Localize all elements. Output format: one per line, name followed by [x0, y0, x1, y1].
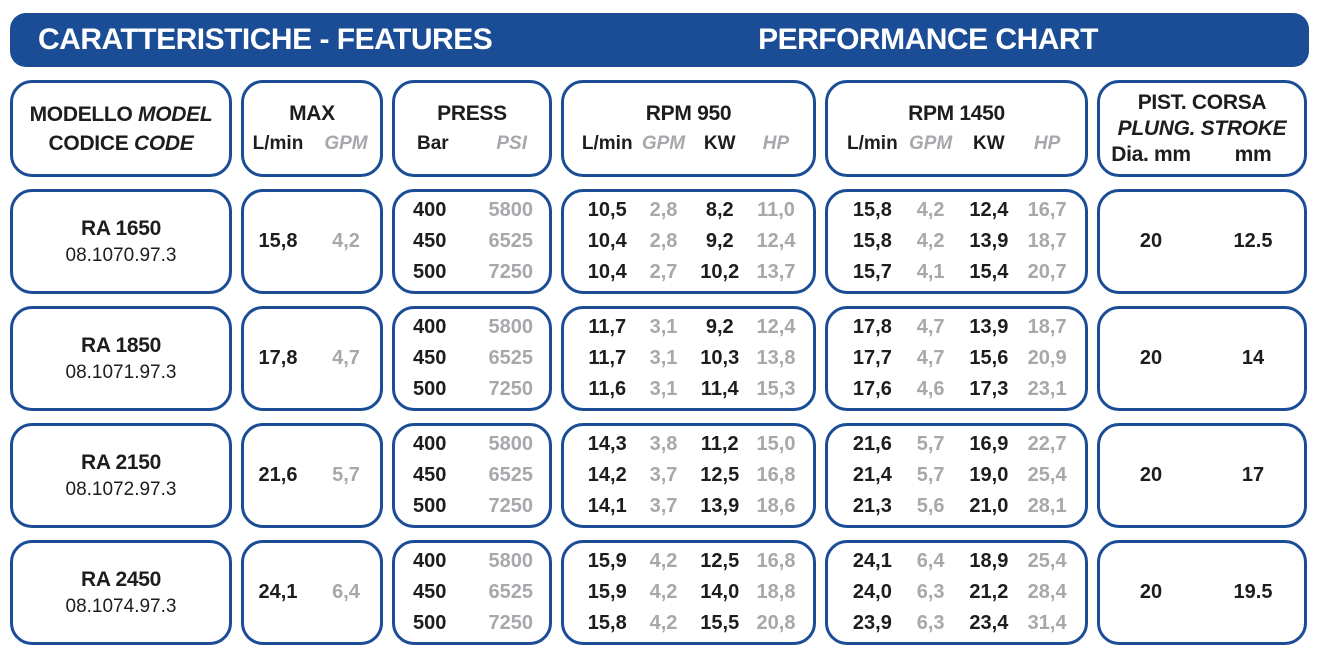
model-code: 08.1070.97.3 [65, 244, 177, 266]
press-cell: 400 5800 450 6525 500 7250 [392, 423, 552, 528]
model-cell: RA 1850 08.1071.97.3 [10, 306, 232, 411]
model-name: RA 2150 [80, 450, 161, 474]
header-piston: PIST. CORSA PLUNG. STROKE Dia. mm mm [1097, 80, 1307, 177]
piston-cell: 20 19.5 [1097, 540, 1307, 645]
header-rpm950-units: L/min GPM KW HP [581, 133, 790, 154]
rpm1450-cell: 21,6 5,7 16,9 22,7 21,4 5,7 19,0 25,4 21,3 5,6 2… [825, 423, 1088, 528]
banner-right-title: PERFORMANCE CHART [758, 23, 1098, 56]
model-name: RA 2450 [80, 567, 161, 591]
header-model: MODELLO MODEL CODICE CODE [10, 80, 232, 177]
press-cell: 400 5800 450 6525 500 7250 [392, 540, 552, 645]
header-model-line2: CODICE CODE [48, 131, 194, 155]
header-piston-units: Dia. mm mm [1111, 142, 1272, 166]
rpm1450-cell: 15,8 4,2 12,4 16,7 15,8 4,2 13,9 18,7 15,7 4,1 1… [825, 189, 1088, 294]
rpm1450-cell: 17,8 4,7 13,9 18,7 17,7 4,7 15,6 20,9 17,6 4,6 1… [825, 306, 1088, 411]
piston-cell: 20 17 [1097, 423, 1307, 528]
piston-cell: 20 14 [1097, 306, 1307, 411]
model-cell: RA 2150 08.1072.97.3 [10, 423, 232, 528]
header-max-units: L/min GPM [252, 133, 368, 154]
model-code: 08.1074.97.3 [65, 595, 177, 617]
rpm1450-cell: 24,1 6,4 18,9 25,4 24,0 6,3 21,2 28,4 23,9 6,3 2… [825, 540, 1088, 645]
header-rpm1450: RPM 1450 L/min GPM KW HP [825, 80, 1088, 177]
max-cell: 15,8 4,2 [241, 189, 383, 294]
model-cell: RA 2450 08.1074.97.3 [10, 540, 232, 645]
rpm950-cell: 11,7 3,1 9,2 12,4 11,7 3,1 10,3 13,8 11,6 3,1 11… [561, 306, 816, 411]
header-press-units: Bar PSI [417, 133, 527, 154]
header-press: PRESS Bar PSI [392, 80, 552, 177]
model-name: RA 1650 [80, 216, 161, 240]
header-model-line1: MODELLO MODEL [29, 102, 213, 126]
header-rpm1450-units: L/min GPM KW HP [847, 133, 1061, 154]
model-name: RA 1850 [80, 333, 161, 357]
header-rpm950: RPM 950 L/min GPM KW HP [561, 80, 816, 177]
press-cell: 400 5800 450 6525 500 7250 [392, 306, 552, 411]
rpm950-cell: 10,5 2,8 8,2 11,0 10,4 2,8 9,2 12,4 10,4 2,7 10,… [561, 189, 816, 294]
banner-left-title: CARATTERISTICHE - FEATURES [38, 23, 493, 56]
header-max: MAX L/min GPM [241, 80, 383, 177]
piston-cell: 20 12.5 [1097, 189, 1307, 294]
title-banner: CARATTERISTICHE - FEATURES PERFORMANCE C… [10, 13, 1309, 67]
max-cell: 21,6 5,7 [241, 423, 383, 528]
model-cell: RA 1650 08.1070.97.3 [10, 189, 232, 294]
press-cell: 400 5800 450 6525 500 7250 [392, 189, 552, 294]
rpm950-cell: 15,9 4,2 12,5 16,8 15,9 4,2 14,0 18,8 15,8 4,2 1… [561, 540, 816, 645]
performance-table: MODELLO MODEL CODICE CODE MAX L/min GPM … [10, 80, 1309, 645]
model-code: 08.1072.97.3 [65, 478, 177, 500]
max-cell: 17,8 4,7 [241, 306, 383, 411]
model-code: 08.1071.97.3 [65, 361, 177, 383]
rpm950-cell: 14,3 3,8 11,2 15,0 14,2 3,7 12,5 16,8 14,1 3,7 1… [561, 423, 816, 528]
max-cell: 24,1 6,4 [241, 540, 383, 645]
